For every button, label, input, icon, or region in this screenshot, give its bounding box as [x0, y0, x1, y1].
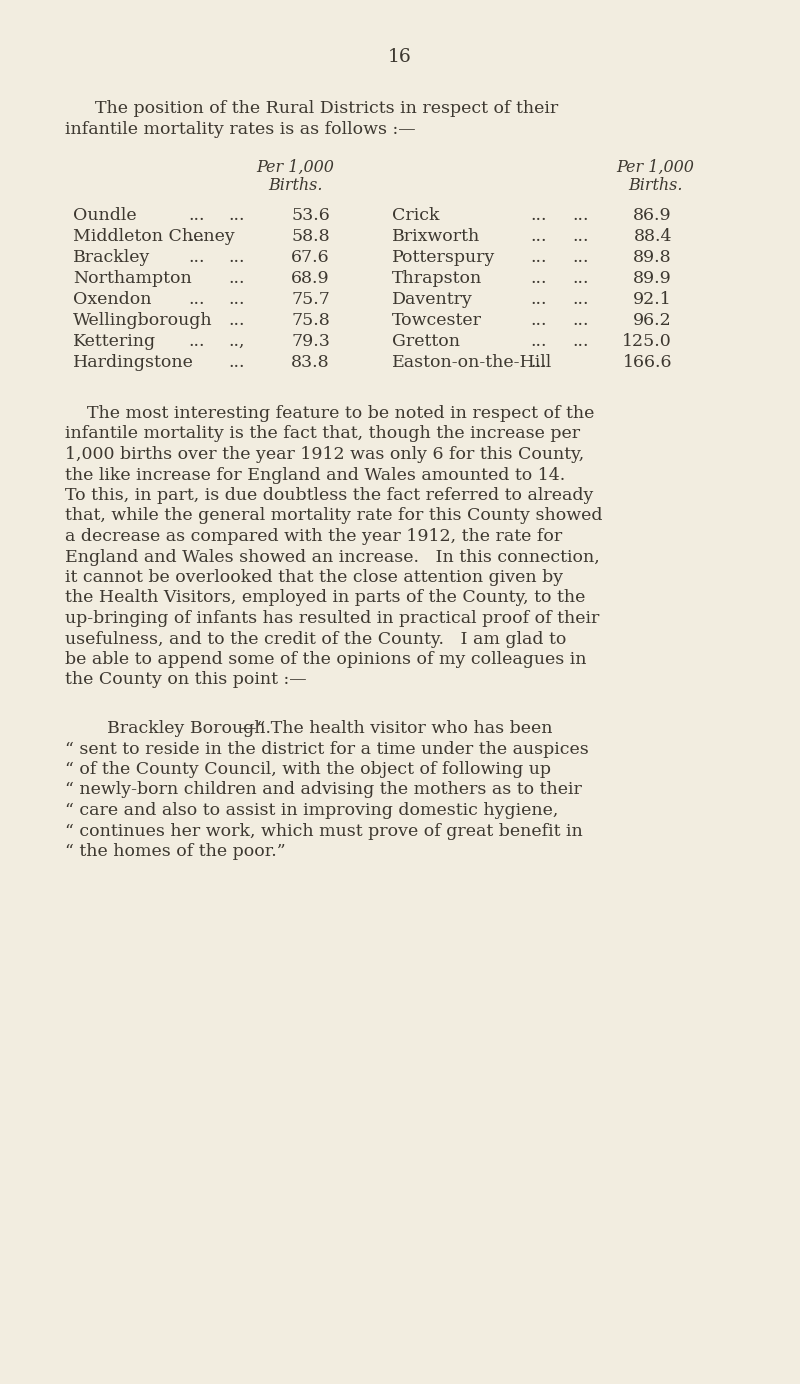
Text: Brixworth: Brixworth	[392, 228, 480, 245]
Text: “ care and also to assist in improving domestic hygiene,: “ care and also to assist in improving d…	[65, 801, 558, 819]
Text: ...: ...	[530, 270, 546, 286]
Text: ...: ...	[228, 270, 245, 286]
Text: Per 1,000: Per 1,000	[616, 159, 694, 176]
Text: ...: ...	[228, 249, 245, 266]
Text: usefulness, and to the credit of the County.   I am glad to: usefulness, and to the credit of the Cou…	[65, 631, 566, 648]
Text: 68.9: 68.9	[291, 270, 330, 286]
Text: the like increase for England and Wales amounted to 14.: the like increase for England and Wales …	[65, 466, 566, 483]
Text: Per 1,000: Per 1,000	[256, 159, 334, 176]
Text: 67.6: 67.6	[291, 249, 330, 266]
Text: “ continues her work, which must prove of great benefit in: “ continues her work, which must prove o…	[65, 822, 582, 840]
Text: infantile mortality is the fact that, though the increase per: infantile mortality is the fact that, th…	[65, 425, 580, 443]
Text: Middleton Cheney: Middleton Cheney	[73, 228, 234, 245]
Text: Hardingstone: Hardingstone	[73, 354, 194, 371]
Text: The most interesting feature to be noted in respect of the: The most interesting feature to be noted…	[65, 406, 594, 422]
Text: ...: ...	[530, 249, 546, 266]
Text: 75.7: 75.7	[291, 291, 330, 309]
Text: ...: ...	[572, 228, 589, 245]
Text: Northampton: Northampton	[73, 270, 192, 286]
Text: “ newly-born children and advising the mothers as to their: “ newly-born children and advising the m…	[65, 782, 582, 799]
Text: Births.: Births.	[628, 177, 682, 194]
Text: ...: ...	[228, 354, 245, 371]
Text: Daventry: Daventry	[392, 291, 473, 309]
Text: the County on this point :—: the County on this point :—	[65, 671, 306, 688]
Text: 125.0: 125.0	[622, 334, 672, 350]
Text: The position of the Rural Districts in respect of their: The position of the Rural Districts in r…	[95, 100, 558, 118]
Text: Easton-on-the-Hill: Easton-on-the-Hill	[392, 354, 552, 371]
Text: ...: ...	[572, 291, 589, 309]
Text: Births.: Births.	[268, 177, 322, 194]
Text: Towcester: Towcester	[392, 311, 482, 329]
Text: it cannot be overlooked that the close attention given by: it cannot be overlooked that the close a…	[65, 569, 563, 585]
Text: 89.9: 89.9	[634, 270, 672, 286]
Text: up-bringing of infants has resulted in practical proof of their: up-bringing of infants has resulted in p…	[65, 610, 599, 627]
Text: Potterspury: Potterspury	[392, 249, 495, 266]
Text: ...: ...	[572, 334, 589, 350]
Text: Oxendon: Oxendon	[73, 291, 151, 309]
Text: 1,000 births over the year 1912 was only 6 for this County,: 1,000 births over the year 1912 was only…	[65, 446, 584, 464]
Text: ...: ...	[530, 334, 546, 350]
Text: ..,: ..,	[228, 334, 245, 350]
Text: 75.8: 75.8	[291, 311, 330, 329]
Text: ...: ...	[572, 270, 589, 286]
Text: “ of the County Council, with the object of following up: “ of the County Council, with the object…	[65, 761, 551, 778]
Text: 58.8: 58.8	[291, 228, 330, 245]
Text: 79.3: 79.3	[291, 334, 330, 350]
Text: 53.6: 53.6	[291, 208, 330, 224]
Text: ...: ...	[530, 208, 546, 224]
Text: ...: ...	[572, 311, 589, 329]
Text: ...: ...	[188, 249, 205, 266]
Text: ...: ...	[228, 208, 245, 224]
Text: ...: ...	[188, 334, 205, 350]
Text: ...: ...	[188, 208, 205, 224]
Text: Kettering: Kettering	[73, 334, 156, 350]
Text: “ the homes of the poor.”: “ the homes of the poor.”	[65, 843, 286, 859]
Text: be able to append some of the opinions of my colleagues in: be able to append some of the opinions o…	[65, 650, 586, 668]
Text: 83.8: 83.8	[291, 354, 330, 371]
Text: ...: ...	[530, 228, 546, 245]
Text: 92.1: 92.1	[634, 291, 672, 309]
Text: “ sent to reside in the district for a time under the auspices: “ sent to reside in the district for a t…	[65, 740, 589, 757]
Text: 166.6: 166.6	[622, 354, 672, 371]
Text: infantile mortality rates is as follows :—: infantile mortality rates is as follows …	[65, 120, 416, 137]
Text: To this, in part, is due doubtless the fact referred to already: To this, in part, is due doubtless the f…	[65, 487, 594, 504]
Text: ...: ...	[188, 228, 205, 245]
Text: Crick: Crick	[392, 208, 439, 224]
Text: England and Wales showed an increase.   In this connection,: England and Wales showed an increase. In…	[65, 548, 600, 566]
Text: Oundle: Oundle	[73, 208, 137, 224]
Text: Brackley Borough.: Brackley Borough.	[107, 720, 271, 738]
Text: —“ The health visitor who has been: —“ The health visitor who has been	[239, 720, 553, 738]
Text: a decrease as compared with the year 1912, the rate for: a decrease as compared with the year 191…	[65, 529, 562, 545]
Text: Thrapston: Thrapston	[392, 270, 482, 286]
Text: 88.4: 88.4	[634, 228, 672, 245]
Text: that, while the general mortality rate for this County showed: that, while the general mortality rate f…	[65, 508, 602, 525]
Text: Brackley: Brackley	[73, 249, 150, 266]
Text: ...: ...	[530, 291, 546, 309]
Text: 96.2: 96.2	[634, 311, 672, 329]
Text: Gretton: Gretton	[392, 334, 460, 350]
Text: 16: 16	[388, 48, 412, 66]
Text: 89.8: 89.8	[634, 249, 672, 266]
Text: ...: ...	[228, 311, 245, 329]
Text: 86.9: 86.9	[634, 208, 672, 224]
Text: ...: ...	[572, 208, 589, 224]
Text: Wellingborough: Wellingborough	[73, 311, 213, 329]
Text: ...: ...	[572, 249, 589, 266]
Text: ...: ...	[530, 311, 546, 329]
Text: ...: ...	[228, 291, 245, 309]
Text: the Health Visitors, employed in parts of the County, to the: the Health Visitors, employed in parts o…	[65, 590, 586, 606]
Text: ...: ...	[188, 291, 205, 309]
Text: ...: ...	[530, 354, 546, 371]
